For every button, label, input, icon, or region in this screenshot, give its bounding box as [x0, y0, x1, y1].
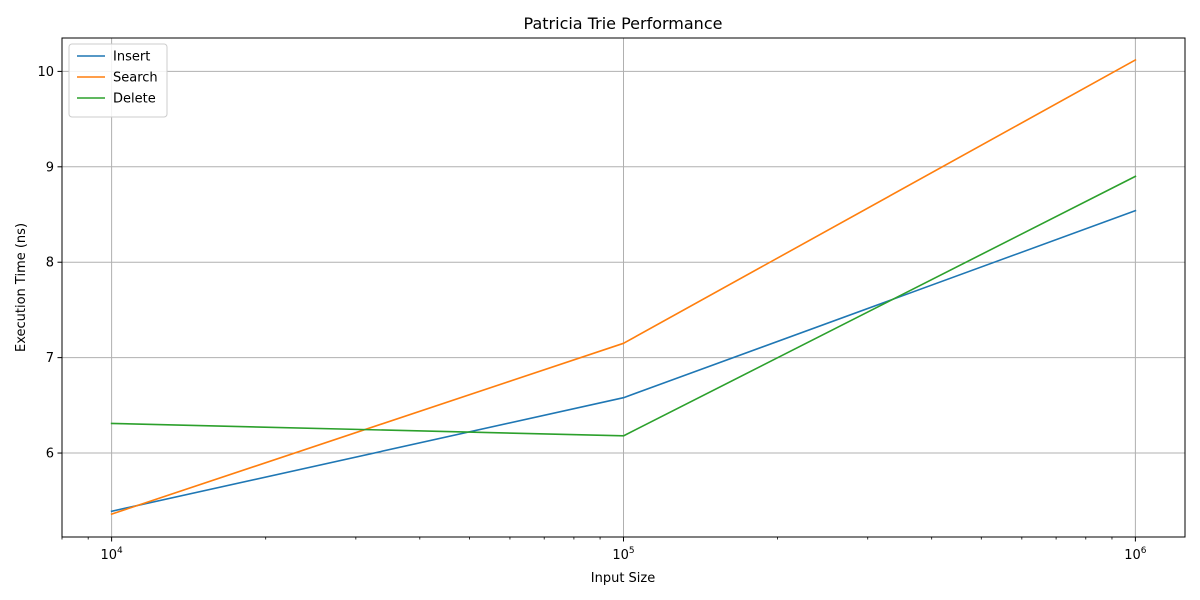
y-tick-label: 7 — [46, 351, 54, 366]
legend-label-insert: Insert — [113, 50, 150, 65]
x-tick-label-exponent: 4 — [117, 546, 123, 556]
x-tick-label-exponent: 6 — [1141, 546, 1147, 556]
x-tick-label: 105 — [612, 546, 634, 563]
series-line-delete — [110, 175, 1137, 437]
y-tick-label: 9 — [46, 160, 54, 175]
x-tick-label-base: 10 — [1124, 548, 1141, 563]
legend: Insert Search Delete — [68, 43, 168, 118]
x-axis-label: Input Size — [591, 571, 655, 586]
x-tick-label-base: 10 — [100, 548, 117, 563]
series-lines — [110, 58, 1137, 516]
chart-title: Patricia Trie Performance — [524, 14, 723, 33]
grid-lines — [62, 38, 1185, 537]
y-axis-label: Execution Time (ns) — [14, 223, 29, 352]
x-tick-label: 104 — [100, 546, 123, 563]
series-line-search — [110, 58, 1137, 516]
y-tick-label: 8 — [46, 256, 54, 271]
x-tick-label-base: 10 — [612, 548, 629, 563]
legend-label-delete: Delete — [113, 92, 156, 107]
x-tick-label-exponent: 5 — [629, 546, 635, 556]
y-axis-ticks: 6 7 8 9 10 — [37, 65, 62, 462]
x-axis-ticks: 104 105 106 — [61, 537, 1147, 563]
y-tick-label: 10 — [37, 65, 54, 80]
series-line-insert — [110, 209, 1137, 513]
legend-label-search: Search — [113, 71, 158, 86]
y-tick-label: 6 — [46, 447, 54, 462]
x-tick-label: 106 — [1124, 546, 1147, 563]
